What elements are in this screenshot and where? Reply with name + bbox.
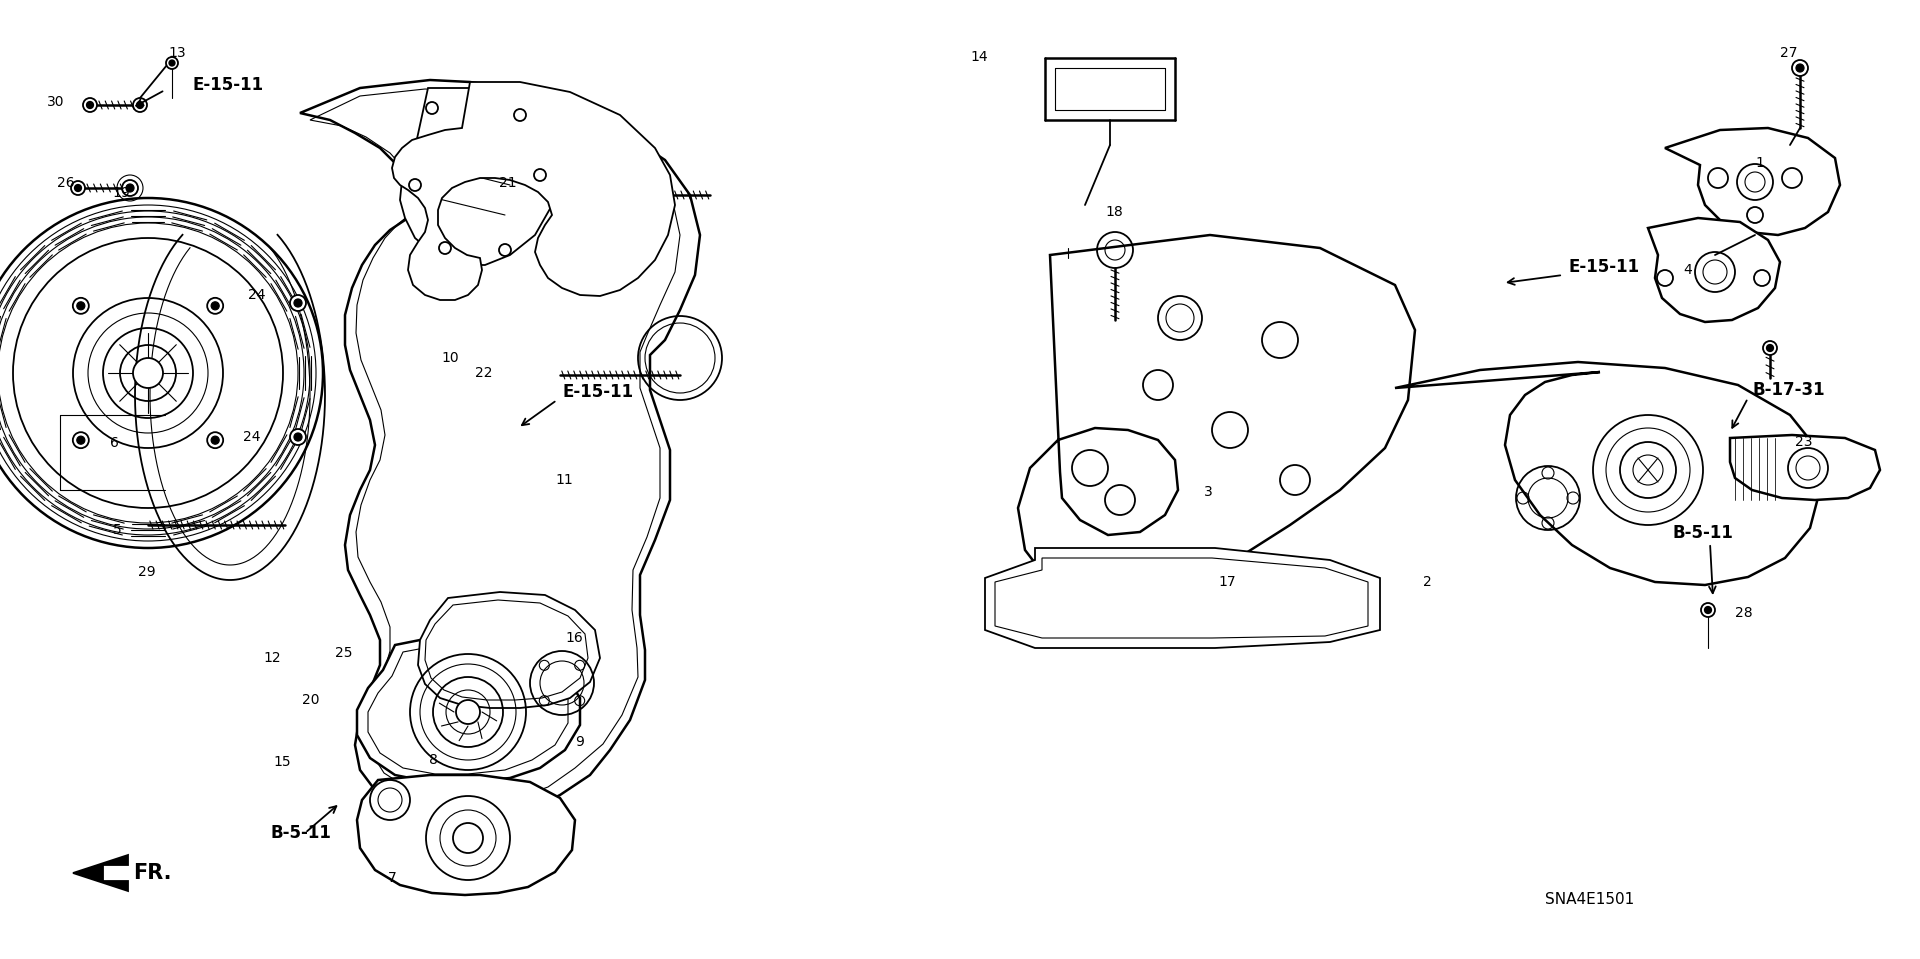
- Circle shape: [207, 433, 223, 448]
- Text: 17: 17: [1217, 575, 1236, 589]
- Text: 12: 12: [263, 651, 280, 665]
- Circle shape: [165, 57, 179, 69]
- Text: 30: 30: [46, 95, 65, 109]
- Text: 22: 22: [474, 366, 493, 380]
- Circle shape: [77, 302, 84, 310]
- Circle shape: [132, 98, 148, 112]
- Text: 1: 1: [1755, 156, 1764, 170]
- Circle shape: [77, 436, 84, 444]
- Circle shape: [457, 700, 480, 724]
- Text: B-5-11: B-5-11: [271, 824, 330, 842]
- Polygon shape: [985, 548, 1380, 648]
- Circle shape: [71, 181, 84, 195]
- Polygon shape: [399, 88, 561, 265]
- Circle shape: [290, 429, 305, 445]
- Polygon shape: [392, 82, 676, 300]
- Text: 29: 29: [138, 565, 156, 579]
- Circle shape: [453, 823, 484, 853]
- Circle shape: [294, 299, 301, 307]
- Circle shape: [1795, 64, 1805, 72]
- Polygon shape: [73, 855, 129, 891]
- Circle shape: [1701, 603, 1715, 617]
- Text: 10: 10: [442, 351, 459, 365]
- Text: 25: 25: [334, 646, 353, 660]
- Text: B-5-11: B-5-11: [1672, 524, 1734, 542]
- Text: 21: 21: [499, 176, 516, 190]
- Polygon shape: [1730, 435, 1880, 500]
- Text: SNA4E1501: SNA4E1501: [1546, 893, 1634, 907]
- Text: 2: 2: [1423, 575, 1432, 589]
- Text: 6: 6: [109, 436, 119, 450]
- Text: 24: 24: [244, 430, 261, 444]
- Polygon shape: [419, 592, 599, 708]
- Text: 26: 26: [58, 176, 75, 190]
- Text: 27: 27: [1780, 46, 1797, 60]
- Circle shape: [211, 436, 219, 444]
- Circle shape: [294, 433, 301, 441]
- Circle shape: [1791, 60, 1809, 76]
- Circle shape: [127, 184, 134, 192]
- Text: 14: 14: [970, 50, 987, 64]
- Circle shape: [211, 302, 219, 310]
- Circle shape: [1705, 606, 1711, 614]
- Circle shape: [73, 433, 88, 448]
- Text: 5: 5: [113, 523, 121, 537]
- Polygon shape: [357, 775, 574, 895]
- Circle shape: [1763, 341, 1778, 355]
- Text: 9: 9: [574, 735, 584, 749]
- Text: 18: 18: [1106, 205, 1123, 219]
- Circle shape: [73, 298, 88, 314]
- Circle shape: [1766, 344, 1774, 352]
- Polygon shape: [1647, 218, 1780, 322]
- Text: 16: 16: [564, 631, 584, 645]
- Text: 20: 20: [301, 693, 319, 707]
- Text: 8: 8: [428, 753, 438, 767]
- Polygon shape: [1018, 235, 1415, 600]
- Circle shape: [132, 358, 163, 388]
- Text: 4: 4: [1684, 263, 1692, 277]
- Text: E-15-11: E-15-11: [563, 383, 634, 401]
- Polygon shape: [1665, 128, 1839, 235]
- Text: 13: 13: [169, 46, 186, 60]
- Polygon shape: [300, 80, 701, 822]
- Circle shape: [136, 102, 144, 108]
- Text: 23: 23: [1795, 435, 1812, 449]
- Circle shape: [83, 98, 98, 112]
- Text: 28: 28: [1736, 606, 1753, 620]
- Circle shape: [207, 298, 223, 314]
- Circle shape: [123, 180, 138, 196]
- Polygon shape: [1396, 362, 1820, 585]
- Text: 11: 11: [555, 473, 572, 487]
- Text: 7: 7: [388, 871, 397, 885]
- Text: 15: 15: [273, 755, 290, 769]
- Text: 19: 19: [111, 186, 131, 200]
- Text: 3: 3: [1204, 485, 1213, 499]
- Circle shape: [169, 60, 175, 66]
- Circle shape: [75, 184, 81, 192]
- Text: 24: 24: [248, 288, 265, 302]
- Circle shape: [86, 102, 94, 108]
- Text: FR.: FR.: [132, 863, 171, 883]
- Text: E-15-11: E-15-11: [1569, 258, 1640, 276]
- Text: B-17-31: B-17-31: [1753, 381, 1826, 399]
- Polygon shape: [357, 638, 580, 782]
- Circle shape: [290, 295, 305, 311]
- Text: E-15-11: E-15-11: [192, 76, 263, 94]
